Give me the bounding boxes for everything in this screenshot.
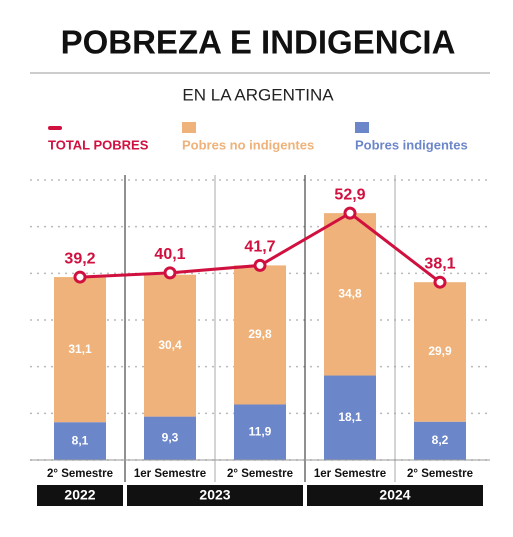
bar-segment	[324, 375, 376, 460]
year-label: 2023	[199, 487, 230, 503]
line-value-label: 41,7	[244, 239, 275, 256]
bar-value-label: 31,1	[68, 342, 92, 356]
legend-swatch	[355, 122, 369, 133]
legend-label: TOTAL POBRES	[48, 137, 149, 152]
legend-label: Pobres indigentes	[355, 137, 468, 152]
line-point	[73, 270, 87, 284]
line-value-label: 40,1	[154, 246, 185, 263]
x-tick-label: 1er Semestre	[314, 468, 386, 480]
line-value-label: 38,1	[424, 255, 455, 272]
x-tick-label: 2° Semestre	[407, 468, 473, 480]
bar-segment	[324, 213, 376, 376]
bar-segment	[414, 282, 466, 422]
bar-value-label: 9,3	[162, 430, 179, 444]
legend-label: Pobres no indigentes	[182, 137, 314, 152]
year-box	[127, 485, 303, 506]
bar-value-label: 29,9	[428, 344, 452, 358]
bar-value-label: 11,9	[249, 424, 272, 438]
line-point	[253, 258, 267, 272]
year-label: 2022	[64, 487, 95, 503]
bar-segment	[54, 422, 106, 460]
legend-swatch	[182, 122, 196, 133]
bar-value-label: 8,2	[432, 433, 449, 447]
bar-value-label: 30,4	[158, 338, 182, 352]
chart-subtitle: EN LA ARGENTINA	[182, 85, 334, 104]
bar-value-label: 8,1	[72, 433, 89, 447]
line-value-label: 52,9	[334, 186, 365, 203]
year-box	[37, 485, 123, 506]
x-tick-label: 2° Semestre	[47, 468, 113, 480]
bar-segment	[54, 277, 106, 423]
bar-segment	[144, 274, 196, 417]
bar-segment	[144, 416, 196, 460]
line-value-label: 39,2	[64, 250, 95, 267]
bar-value-label: 29,8	[248, 327, 272, 341]
bar-segment	[234, 404, 286, 460]
year-label: 2024	[379, 487, 410, 503]
bar-segment	[414, 421, 466, 460]
bar-value-label: 34,8	[338, 287, 362, 301]
bar-segment	[234, 265, 286, 405]
legend-swatch	[48, 126, 62, 130]
line-point	[343, 206, 357, 220]
bar-value-label: 18,1	[338, 410, 362, 424]
line-point	[433, 275, 447, 289]
x-tick-label: 1er Semestre	[134, 468, 206, 480]
line-point	[163, 266, 177, 280]
x-tick-label: 2° Semestre	[227, 468, 293, 480]
chart-title: POBREZA E INDIGENCIA	[61, 24, 456, 61]
year-box	[307, 485, 483, 506]
